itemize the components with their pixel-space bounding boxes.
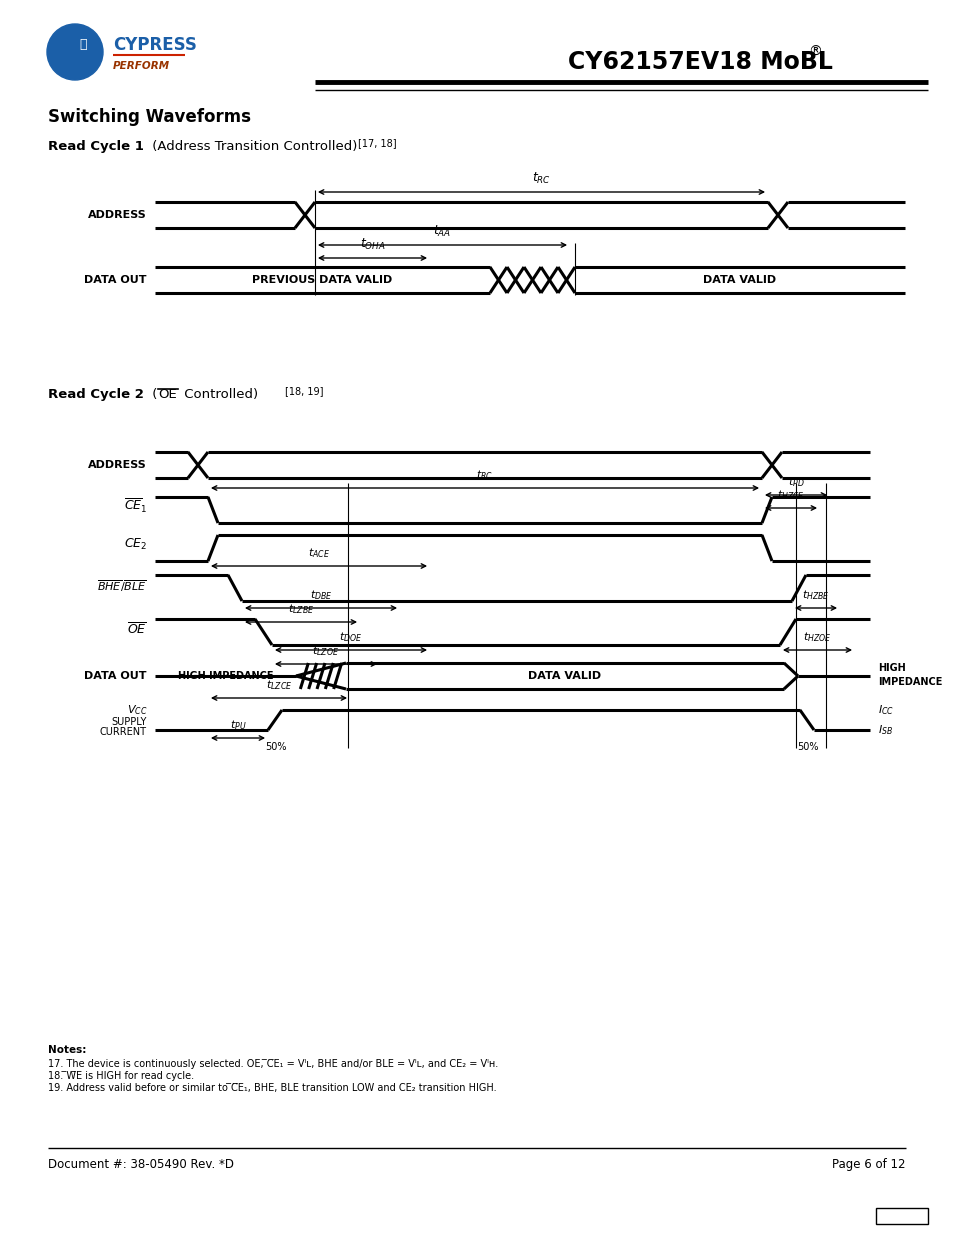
Text: ADDRESS: ADDRESS	[89, 459, 147, 471]
Circle shape	[47, 23, 103, 80]
Text: 50%: 50%	[265, 742, 287, 752]
Text: $t_{HZBE}$: $t_{HZBE}$	[801, 588, 829, 601]
Text: Read Cycle 1: Read Cycle 1	[48, 140, 144, 153]
Text: $t_{HZCE}$: $t_{HZCE}$	[777, 488, 804, 501]
Text: DATA VALID: DATA VALID	[528, 671, 601, 680]
Text: $t_{LZBE}$: $t_{LZBE}$	[288, 603, 314, 616]
Text: [17, 18]: [17, 18]	[357, 138, 396, 148]
Text: 50%: 50%	[797, 742, 818, 752]
Text: 🌲: 🌲	[79, 37, 87, 51]
Text: DATA OUT: DATA OUT	[85, 275, 147, 285]
Text: [18, 19]: [18, 19]	[285, 387, 323, 396]
Text: $t_{LZOE}$: $t_{LZOE}$	[313, 645, 339, 658]
Text: Controlled): Controlled)	[180, 388, 262, 401]
Text: CYPRESS: CYPRESS	[112, 36, 196, 54]
Text: $t_{RC}$: $t_{RC}$	[476, 468, 493, 482]
Text: 18. ̅W̅E is HIGH for read cycle.: 18. ̅W̅E is HIGH for read cycle.	[48, 1071, 193, 1081]
Text: Document #: 38-05490 Rev. *D: Document #: 38-05490 Rev. *D	[48, 1158, 233, 1171]
Text: Notes:: Notes:	[48, 1045, 87, 1055]
Text: ®: ®	[807, 44, 821, 59]
Text: $CE_2$: $CE_2$	[124, 536, 147, 552]
Text: $t_{RC}$: $t_{RC}$	[532, 170, 551, 186]
Text: $V_{CC}$: $V_{CC}$	[127, 703, 147, 716]
Text: $t_{PU}$: $t_{PU}$	[230, 719, 246, 732]
Text: $\overline{BHE}/\overline{BLE}$: $\overline{BHE}/\overline{BLE}$	[97, 578, 147, 594]
Bar	[875, 1208, 927, 1224]
Text: $\overline{CE}_1$: $\overline{CE}_1$	[123, 496, 147, 515]
Text: 19. Address valid before or similar to ̅C̅E₁, BHE, BLE transition LOW and CE₂ tr: 19. Address valid before or similar to ̅…	[48, 1083, 497, 1093]
Text: PREVIOUS DATA VALID: PREVIOUS DATA VALID	[253, 275, 393, 285]
Text: ADDRESS: ADDRESS	[89, 210, 147, 220]
Text: OE: OE	[158, 388, 176, 401]
Text: PERFORM: PERFORM	[112, 61, 170, 70]
Text: Page 6 of 12: Page 6 of 12	[832, 1158, 905, 1171]
Text: $t_{HZOE}$: $t_{HZOE}$	[802, 630, 831, 643]
Text: Read Cycle 2: Read Cycle 2	[48, 388, 144, 401]
Text: CY62157EV18 MoBL: CY62157EV18 MoBL	[567, 49, 832, 74]
Text: $t_{DBE}$: $t_{DBE}$	[310, 588, 332, 601]
Text: HIGH IMPEDANCE: HIGH IMPEDANCE	[177, 671, 273, 680]
Text: $t_{ACE}$: $t_{ACE}$	[308, 546, 330, 559]
Text: IMPEDANCE: IMPEDANCE	[877, 677, 942, 687]
Text: (: (	[148, 388, 157, 401]
Text: SUPPLY: SUPPLY	[112, 718, 147, 727]
Text: DATA VALID: DATA VALID	[702, 275, 776, 285]
Text: $t_{AA}$: $t_{AA}$	[433, 224, 451, 240]
Text: Switching Waveforms: Switching Waveforms	[48, 107, 251, 126]
Text: DATA OUT: DATA OUT	[85, 671, 147, 680]
Text: CURRENT: CURRENT	[100, 727, 147, 737]
Text: $t_{PD}$: $t_{PD}$	[787, 475, 803, 489]
Text: $t_{LZCE}$: $t_{LZCE}$	[266, 678, 292, 692]
Text: HIGH: HIGH	[877, 663, 904, 673]
Text: 17. The device is continuously selected. OE, ̅C̅E₁ = Vᴵʟ, BHE and/or BLE = Vᴵʟ, : 17. The device is continuously selected.…	[48, 1058, 497, 1070]
Text: $t_{OHA}$: $t_{OHA}$	[359, 237, 385, 252]
Text: $I_{SB}$: $I_{SB}$	[877, 724, 892, 737]
Text: $\overline{OE}$: $\overline{OE}$	[127, 622, 147, 637]
Text: (Address Transition Controlled): (Address Transition Controlled)	[148, 140, 361, 153]
Text: $I_{CC}$: $I_{CC}$	[877, 703, 893, 716]
Text: $t_{DOE}$: $t_{DOE}$	[339, 630, 362, 643]
